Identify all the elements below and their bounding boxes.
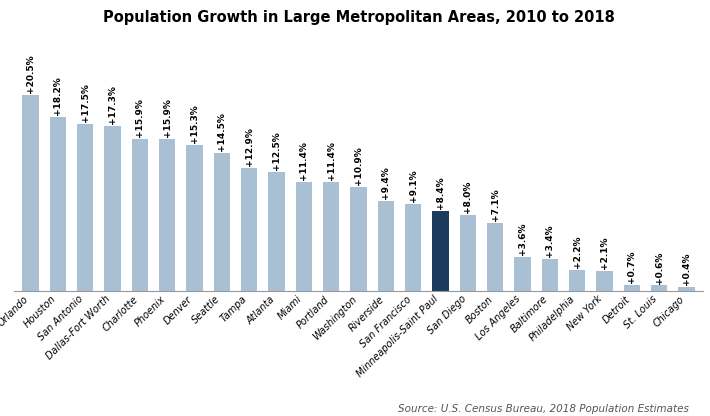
Bar <box>186 145 203 291</box>
Bar <box>651 285 667 291</box>
Text: +15.3%: +15.3% <box>190 104 199 143</box>
Bar <box>623 285 640 291</box>
Text: +14.5%: +14.5% <box>217 112 226 151</box>
Bar <box>487 223 503 291</box>
Text: +8.0%: +8.0% <box>464 181 472 213</box>
Text: +0.6%: +0.6% <box>655 251 664 284</box>
Bar <box>50 117 66 291</box>
Text: +2.1%: +2.1% <box>600 237 609 269</box>
Bar <box>268 172 285 291</box>
Bar <box>378 201 394 291</box>
Bar <box>678 287 694 291</box>
Text: +0.7%: +0.7% <box>628 250 636 282</box>
Text: +3.4%: +3.4% <box>545 224 555 257</box>
Bar <box>323 182 339 291</box>
Bar <box>405 204 422 291</box>
Text: +9.1%: +9.1% <box>409 170 417 202</box>
Text: +18.2%: +18.2% <box>53 77 62 115</box>
Text: +17.3%: +17.3% <box>108 85 117 124</box>
Bar <box>295 182 312 291</box>
Bar <box>159 139 175 291</box>
Text: +0.4%: +0.4% <box>682 253 691 285</box>
Text: +10.9%: +10.9% <box>354 146 363 185</box>
Bar <box>132 139 148 291</box>
Text: +11.4%: +11.4% <box>300 141 308 181</box>
Text: +11.4%: +11.4% <box>327 141 336 181</box>
Bar <box>77 124 94 291</box>
Text: Source: U.S. Census Bureau, 2018 Population Estimates: Source: U.S. Census Bureau, 2018 Populat… <box>398 404 689 414</box>
Text: +2.2%: +2.2% <box>573 236 581 268</box>
Bar <box>514 257 530 291</box>
Bar <box>214 153 230 291</box>
Text: +8.4%: +8.4% <box>436 176 445 209</box>
Bar <box>542 259 558 291</box>
Text: +3.6%: +3.6% <box>518 223 527 255</box>
Text: +12.9%: +12.9% <box>245 127 253 166</box>
Bar <box>569 270 585 291</box>
Bar <box>596 271 613 291</box>
Bar <box>432 211 449 291</box>
Bar <box>241 168 258 291</box>
Text: +20.5%: +20.5% <box>26 55 35 94</box>
Bar <box>350 187 367 291</box>
Text: +7.1%: +7.1% <box>491 189 500 221</box>
Text: +12.5%: +12.5% <box>272 131 281 170</box>
Bar <box>104 126 121 291</box>
Bar <box>459 215 476 291</box>
Text: +15.9%: +15.9% <box>163 99 172 137</box>
Text: +17.5%: +17.5% <box>81 83 89 122</box>
Text: +9.4%: +9.4% <box>381 167 391 200</box>
Title: Population Growth in Large Metropolitan Areas, 2010 to 2018: Population Growth in Large Metropolitan … <box>103 10 614 25</box>
Bar <box>23 95 39 291</box>
Text: +15.9%: +15.9% <box>136 99 144 137</box>
